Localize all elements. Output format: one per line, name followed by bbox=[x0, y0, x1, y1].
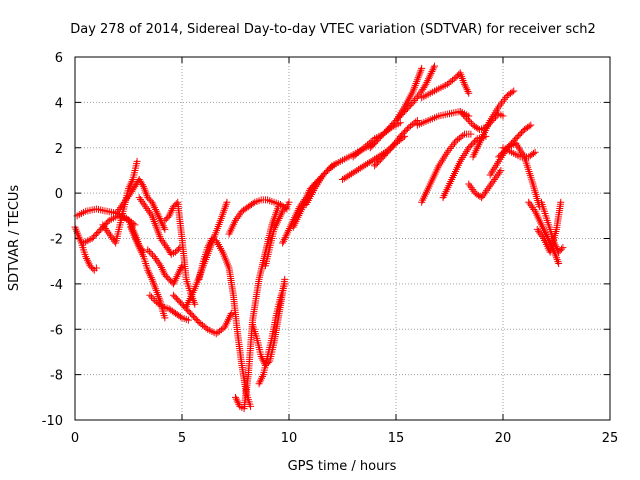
series-track-35 bbox=[495, 139, 543, 211]
point-markers bbox=[302, 139, 379, 208]
point-markers bbox=[418, 69, 473, 102]
series-track-32 bbox=[469, 87, 518, 161]
series-track-39 bbox=[533, 198, 565, 256]
point-markers bbox=[495, 139, 543, 211]
y-tick-labels: -10 -8 -6 -4 -2 0 2 4 6 bbox=[42, 51, 63, 429]
series-track-17 bbox=[255, 280, 289, 388]
grid-layer bbox=[75, 57, 610, 420]
series-track-36 bbox=[499, 144, 539, 161]
series-track-25 bbox=[392, 62, 439, 125]
point-markers bbox=[146, 291, 192, 324]
point-markers bbox=[538, 198, 567, 256]
series-track-14 bbox=[232, 203, 282, 413]
series-track-13 bbox=[195, 235, 254, 410]
point-markers bbox=[371, 117, 421, 170]
y-tick-label: -2 bbox=[50, 233, 63, 248]
series-track-1 bbox=[71, 223, 100, 274]
point-markers bbox=[533, 198, 565, 256]
series-track-20 bbox=[289, 160, 340, 231]
y-tick-label: -6 bbox=[50, 323, 63, 338]
series-track-15 bbox=[225, 196, 291, 238]
x-tick-label: 25 bbox=[602, 431, 619, 446]
series-track-11 bbox=[169, 291, 235, 338]
point-markers bbox=[469, 87, 518, 161]
y-tick-label: -10 bbox=[42, 414, 63, 429]
point-markers bbox=[144, 246, 186, 288]
x-tick-label: 5 bbox=[178, 431, 186, 446]
point-markers bbox=[169, 291, 235, 338]
series-track-30 bbox=[418, 130, 475, 206]
series-track-21 bbox=[302, 139, 379, 208]
y-tick-label: -4 bbox=[50, 278, 63, 293]
point-markers bbox=[439, 132, 490, 202]
x-tick-label: 0 bbox=[71, 431, 79, 446]
data-points bbox=[71, 62, 567, 413]
point-markers bbox=[114, 176, 169, 233]
point-markers bbox=[161, 198, 199, 308]
point-markers bbox=[73, 205, 147, 256]
series-track-33 bbox=[465, 166, 505, 202]
y-tick-label: 2 bbox=[55, 142, 63, 157]
point-markers bbox=[195, 235, 254, 410]
y-tick-label: 6 bbox=[55, 51, 63, 66]
series-track-27 bbox=[371, 117, 421, 170]
x-tick-label: 15 bbox=[388, 431, 405, 446]
point-markers bbox=[225, 196, 291, 238]
point-markers bbox=[289, 160, 340, 231]
x-axis-label: GPS time / hours bbox=[288, 459, 397, 474]
point-markers bbox=[255, 280, 289, 388]
series-track-31 bbox=[439, 132, 490, 202]
y-tick-label: 4 bbox=[55, 96, 63, 111]
point-markers bbox=[135, 194, 184, 258]
series-track-10 bbox=[161, 198, 199, 308]
series-track-7 bbox=[135, 194, 184, 258]
series-track-2 bbox=[73, 205, 147, 256]
point-markers bbox=[261, 198, 293, 270]
series-track-9 bbox=[144, 246, 186, 288]
point-markers bbox=[71, 223, 100, 274]
series-track-8 bbox=[146, 291, 192, 324]
x-tick-label: 20 bbox=[495, 431, 512, 446]
point-markers bbox=[418, 130, 475, 206]
plot-frame bbox=[74, 56, 611, 421]
point-markers bbox=[232, 203, 282, 413]
series-track-38 bbox=[538, 198, 567, 256]
y-tick-label: -8 bbox=[50, 369, 63, 384]
chart-title: Day 278 of 2014, Sidereal Day-to-day VTE… bbox=[70, 22, 596, 37]
y-axis-label: SDTVAR / TECUs bbox=[7, 185, 22, 292]
point-markers bbox=[465, 166, 505, 202]
series-track-18 bbox=[261, 198, 293, 270]
point-markers bbox=[392, 62, 439, 125]
series-track-5 bbox=[114, 176, 169, 233]
x-tick-labels: 0 5 10 15 20 25 bbox=[71, 431, 618, 446]
y-tick-label: 0 bbox=[55, 187, 63, 202]
series-track-26 bbox=[418, 69, 473, 102]
point-markers bbox=[499, 144, 539, 161]
x-tick-label: 10 bbox=[281, 431, 298, 446]
